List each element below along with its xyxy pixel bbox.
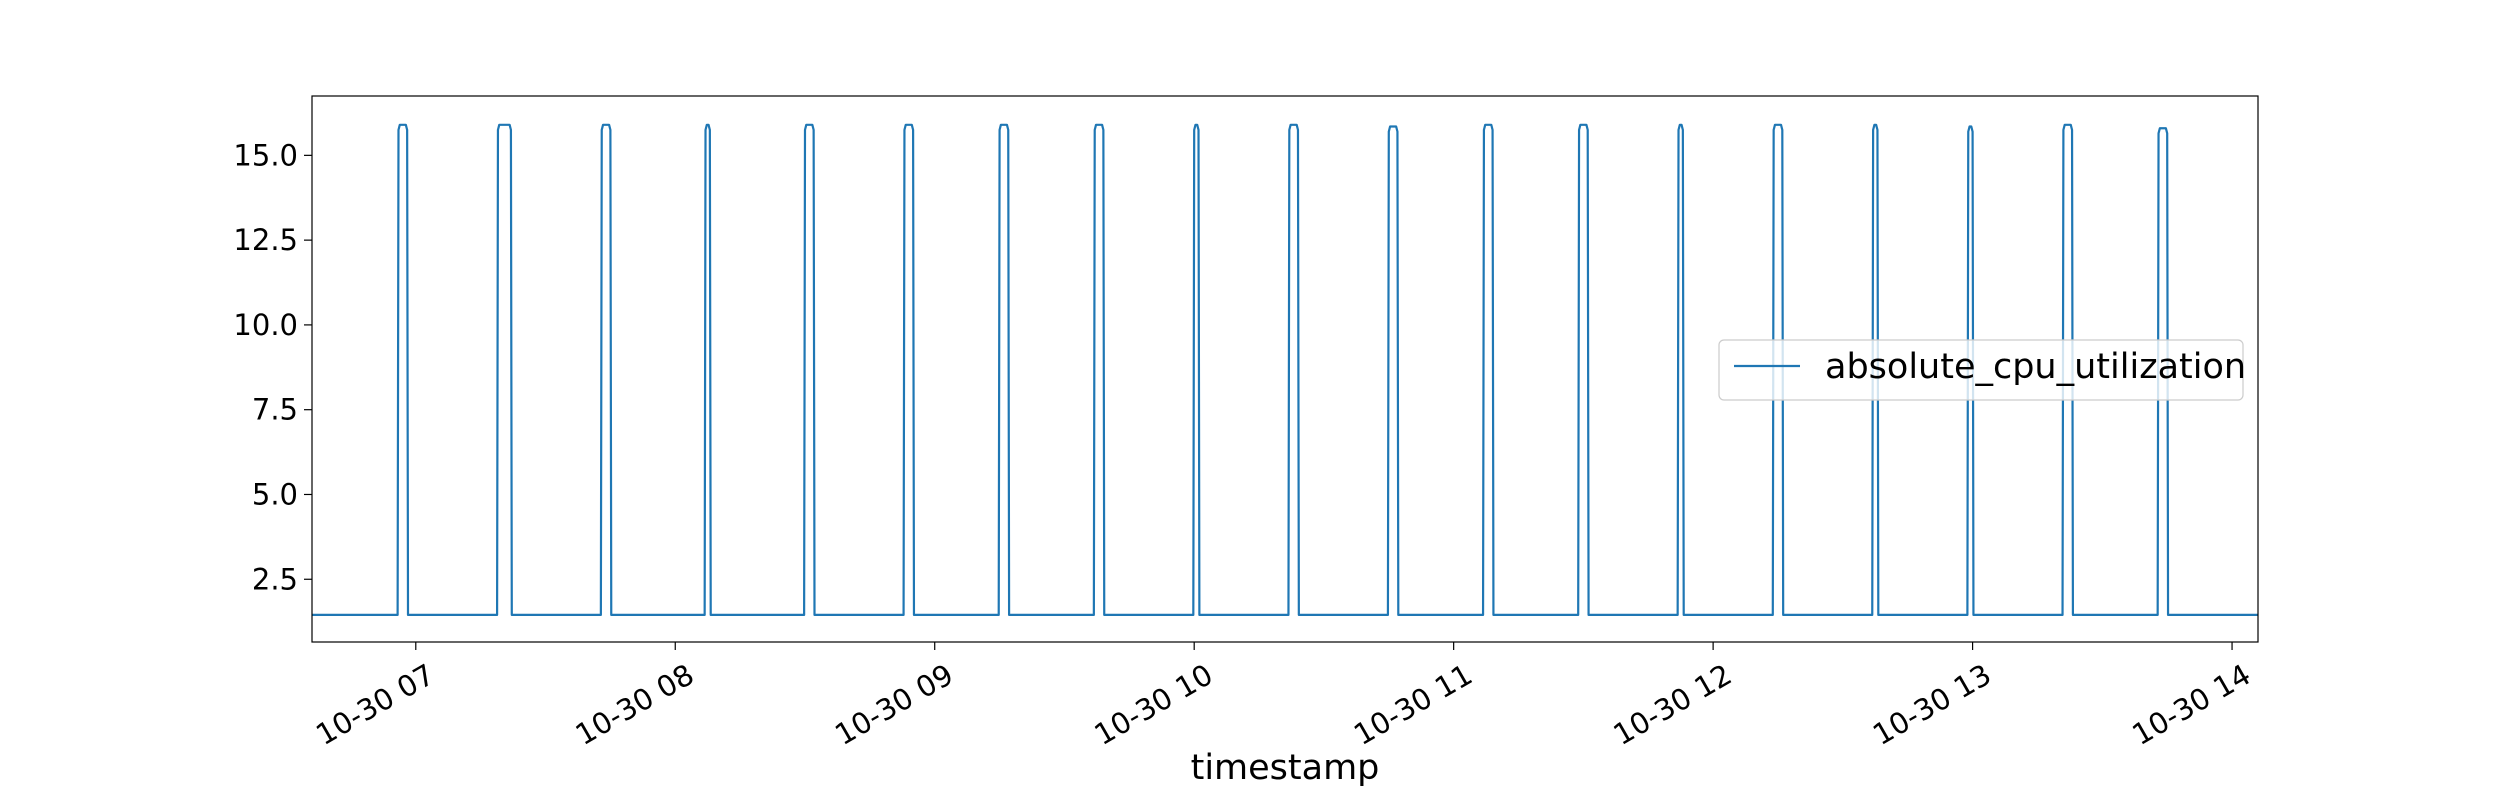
y-tick-label: 5.0: [252, 477, 298, 511]
x-tick-label: 10-30 08: [570, 657, 700, 752]
x-tick-label: 10-30 07: [310, 657, 440, 752]
y-tick-label: 15.0: [233, 138, 298, 172]
legend-entry-label: absolute_cpu_utilization: [1825, 347, 2246, 387]
y-tick-label: 2.5: [252, 562, 298, 596]
x-tick-label: 10-30 11: [1348, 657, 1478, 752]
legend-box: [1718, 339, 2244, 401]
legend: absolute_cpu_utilization: [1718, 339, 2246, 401]
x-tick-label: 10-30 14: [2126, 657, 2256, 752]
y-tick-label: 7.5: [252, 393, 298, 427]
x-tick-label: 10-30 09: [829, 657, 959, 752]
x-tick-label: 10-30 10: [1089, 657, 1219, 752]
x-axis: 10-30 07 10-30 08 10-30 09 10-30 10 10-30 11…: [310, 642, 2256, 752]
plot-frame: [311, 95, 2259, 643]
x-axis-label: timestamp: [1191, 748, 1380, 788]
x-tick-label: 10-30 12: [1607, 657, 1737, 752]
y-tick-label: 12.5: [233, 223, 298, 257]
series-layer: [312, 123, 2258, 616]
series-line-absolute-cpu-utilization: [312, 123, 2258, 616]
x-tick-label: 10-30 13: [1867, 657, 1997, 752]
y-tick-label: 10.0: [233, 308, 298, 342]
y-axis: 2.5 5.0 7.5 10.0 12.5 15.0: [233, 138, 312, 596]
